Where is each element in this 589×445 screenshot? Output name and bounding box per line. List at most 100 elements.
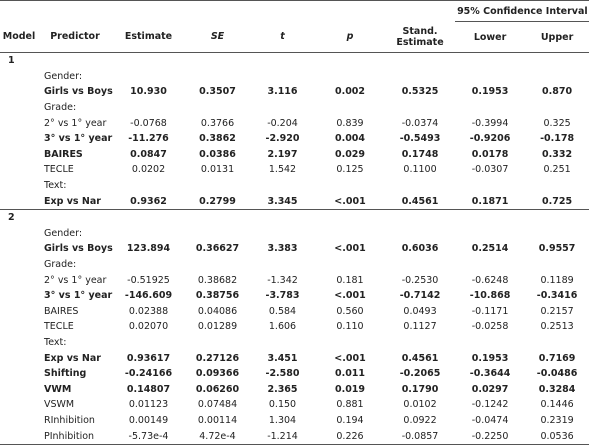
cell-value: 0.5325 <box>401 86 439 98</box>
predictor: 3° vs 1° year <box>44 133 113 145</box>
cell-value: -2.920 <box>265 133 300 145</box>
cell-value: -0.0307 <box>471 164 509 176</box>
cell-value: 0.07484 <box>197 399 238 411</box>
blank <box>0 178 38 194</box>
cell-value: 4.72e-4 <box>185 428 250 445</box>
data-row: TECLE 0.0202 0.0131 1.542 0.125 0.1100 -0.0307… <box>0 162 589 178</box>
cell-value: 0.560 <box>336 305 364 317</box>
cell-value: 0.2513 <box>540 321 574 333</box>
cell-value: 0.125 <box>336 164 364 176</box>
cell-value: -0.3416 <box>536 290 578 302</box>
cell-value: 0.1871 <box>471 195 509 207</box>
column-header: Upper <box>525 21 589 53</box>
cell-value: 0.00114 <box>197 414 238 426</box>
column-header-row: Model Predictor Estimate SE t p Stand. Estimat… <box>0 21 589 53</box>
predictor: Exp vs Nar <box>44 195 101 207</box>
blank <box>0 272 38 288</box>
cell-value: 0.839 <box>336 117 364 129</box>
data-row: TECLE 0.02070 0.01289 1.606 0.110 0.1127 -0.02… <box>0 319 589 335</box>
cell-value: 0.0102 <box>403 399 437 411</box>
cell-value: 3.116 <box>267 86 298 98</box>
cell-value: -5.73e-4 <box>112 428 185 445</box>
cell-value: -1.214 <box>250 428 315 445</box>
cell-value: 0.325 <box>543 117 571 129</box>
blank <box>0 428 38 445</box>
group-row: Grade: <box>0 100 589 116</box>
model-row: 2 <box>0 208 589 226</box>
model-label: 2 <box>0 208 38 226</box>
cell-value: 0.38756 <box>195 290 240 302</box>
cell-value: 1.304 <box>268 414 297 426</box>
cell-value: 0.0493 <box>403 305 437 317</box>
cell-value: -0.3994 <box>471 117 509 129</box>
cell-value: -0.5493 <box>399 133 441 145</box>
column-header: Stand. Estimate <box>385 21 456 53</box>
data-row: VSWM 0.01123 0.07484 0.150 0.881 0.0102 -0.124… <box>0 397 589 413</box>
predictor: VSWM <box>44 399 75 411</box>
cell-value: 0.2514 <box>471 243 509 255</box>
cell-value: 0.3862 <box>199 133 236 145</box>
blank <box>0 84 38 100</box>
cell-value: -3.783 <box>265 290 300 302</box>
cell-value: 0.9362 <box>130 195 167 207</box>
predictor: Girls vs Boys <box>44 86 113 98</box>
cell-value: -0.2250 <box>455 428 526 445</box>
cell-value: -0.204 <box>267 117 298 129</box>
predictor: VWM <box>44 383 72 395</box>
cell-value: -0.0768 <box>130 117 167 129</box>
cell-value: <.001 <box>334 290 366 302</box>
cell-value: -0.2065 <box>399 368 441 380</box>
column-header: SE <box>185 21 250 53</box>
blank <box>0 288 38 304</box>
data-row: BAIRES 0.02388 0.04086 0.584 0.560 0.0493 -0.1… <box>0 304 589 320</box>
data-row: Exp vs Nar 0.9362 0.2799 3.345 <.001 0.4561 0.… <box>0 193 589 209</box>
cell-value: -0.2530 <box>401 274 439 286</box>
cell-value: 0.0847 <box>130 148 167 160</box>
data-row: Girls vs Boys 123.894 0.36627 3.383 <.001 0.6… <box>0 241 589 257</box>
blank <box>0 193 38 209</box>
cell-value: 0.004 <box>334 133 366 145</box>
predictor: TECLE <box>44 164 74 176</box>
cell-value: 0.1790 <box>401 383 439 395</box>
cell-value: 0.2157 <box>540 305 574 317</box>
cell-value: -0.51925 <box>127 274 170 286</box>
cell-value: -0.0258 <box>471 321 509 333</box>
blank <box>0 319 38 335</box>
cell-value: 0.3507 <box>199 86 236 98</box>
cell-value: 10.930 <box>130 86 167 98</box>
cell-value: 0.110 <box>336 321 364 333</box>
blank <box>0 226 38 242</box>
blank <box>0 397 38 413</box>
cell-value: 0.02070 <box>128 321 169 333</box>
blank <box>0 366 38 382</box>
cell-value: 0.0131 <box>200 164 235 176</box>
cell-value: -0.1171 <box>471 305 509 317</box>
cell-value: 0.0178 <box>471 148 509 160</box>
predictor: Exp vs Nar <box>44 352 101 364</box>
cell-value: 0.029 <box>334 148 366 160</box>
cell-value: <.001 <box>334 243 366 255</box>
cell-value: 0.38682 <box>197 274 238 286</box>
group-label: Grade: <box>44 259 77 271</box>
predictor: BAIRES <box>44 305 79 317</box>
cell-value: 0.2319 <box>540 414 574 426</box>
cell-value: -0.0374 <box>401 117 439 129</box>
cell-value: -0.24166 <box>124 368 173 380</box>
blank <box>0 304 38 320</box>
data-row: Shifting -0.24166 0.09366 -2.580 0.011 -0.206… <box>0 366 589 382</box>
column-header: Predictor <box>38 21 112 53</box>
column-header: p <box>315 21 385 53</box>
data-row: 3° vs 1° year -146.609 0.38756 -3.783 <.001 -… <box>0 288 589 304</box>
blank <box>0 381 38 397</box>
cell-value: 0.02388 <box>128 305 169 317</box>
column-header: Lower <box>455 21 526 53</box>
cell-value: 0.251 <box>543 164 571 176</box>
group-label: Grade: <box>44 102 77 114</box>
blank <box>0 162 38 178</box>
cell-value: 123.894 <box>126 243 171 255</box>
group-label: Gender: <box>44 70 83 82</box>
spacer <box>0 0 456 22</box>
group-row: Gender: <box>0 226 589 242</box>
cell-value: 0.9557 <box>538 243 576 255</box>
